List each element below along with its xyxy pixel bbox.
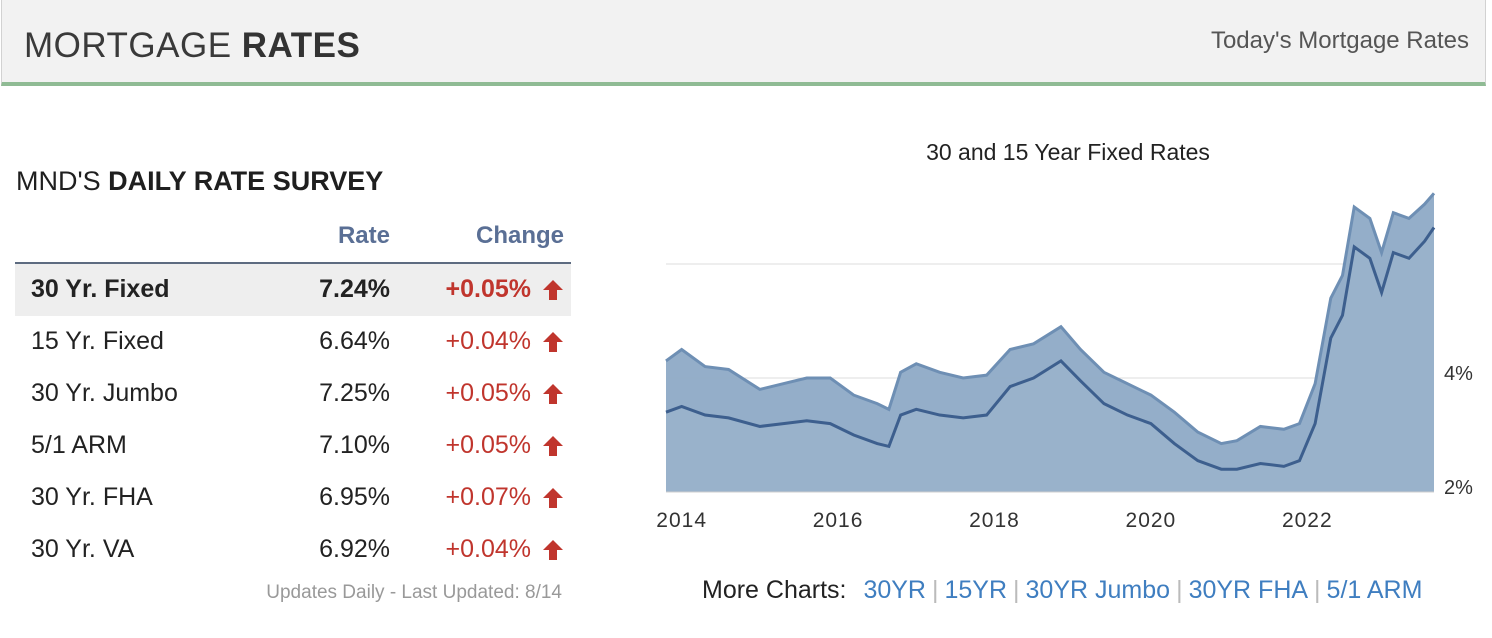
- x-tick-label: 2016: [813, 509, 864, 532]
- link-separator: |: [931, 576, 939, 604]
- chart-link-30yr-jumbo[interactable]: 30YR Jumbo: [1025, 576, 1171, 604]
- row-change: +0.04%: [445, 535, 532, 563]
- row-label: 30 Yr. FHA: [31, 483, 153, 511]
- row-change: +0.05%: [445, 275, 532, 303]
- rate-row-30yr-va[interactable]: 30 Yr. VA 6.92% +0.04%: [15, 524, 571, 576]
- last-updated-note: Updates Daily - Last Updated: 8/14: [266, 582, 562, 603]
- row-label: 5/1 ARM: [31, 431, 127, 459]
- row-label: 30 Yr. Jumbo: [31, 379, 178, 407]
- up-arrow-icon: [543, 488, 563, 508]
- more-charts-label: More Charts:: [702, 576, 847, 604]
- up-arrow-icon: [543, 332, 563, 352]
- x-tick-label: 2022: [1282, 509, 1333, 532]
- link-separator: |: [1176, 576, 1183, 604]
- row-rate: 6.92%: [319, 535, 390, 563]
- chart-link-30yr[interactable]: 30YR: [863, 576, 926, 604]
- chart-link-30yr-fha[interactable]: 30YR FHA: [1188, 576, 1309, 604]
- row-change: +0.04%: [445, 327, 532, 355]
- x-tick-label: 2020: [1126, 509, 1177, 532]
- row-rate: 7.10%: [319, 431, 390, 459]
- rate-column-header: Rate: [337, 222, 390, 249]
- y-tick-label: 4%: [1444, 363, 1473, 385]
- survey-title-bold: DAILY RATE SURVEY: [108, 166, 384, 196]
- chart-title: 30 and 15 Year Fixed Rates: [926, 139, 1210, 165]
- series-area-30yr: [666, 193, 1434, 493]
- row-rate: 7.24%: [319, 275, 390, 303]
- more-charts-nav: More Charts: 30YR | 15YR | 30YR Jumbo | 30YR F…: [702, 576, 1422, 605]
- survey-title-light: MND'S: [16, 166, 109, 196]
- change-column-header: Change: [475, 222, 564, 249]
- survey-title: MND'S DAILY RATE SURVEY: [16, 166, 383, 197]
- rate-row-15yr-fixed[interactable]: 15 Yr. Fixed 6.64% +0.04%: [15, 316, 571, 368]
- series-area-15yr: [666, 227, 1434, 492]
- page-title: MORTGAGE RATES: [24, 26, 360, 66]
- row-rate: 6.64%: [319, 327, 390, 355]
- chart-link-51-arm[interactable]: 5/1 ARM: [1326, 576, 1423, 604]
- row-label: 15 Yr. Fixed: [31, 327, 164, 355]
- row-rate: 7.25%: [319, 379, 390, 407]
- up-arrow-icon: [543, 540, 563, 560]
- y-tick-label: 2%: [1444, 477, 1473, 499]
- rate-row-30yr-fha[interactable]: 30 Yr. FHA 6.95% +0.07%: [15, 472, 571, 524]
- page-header: MORTGAGE RATES Today's Mortgage Rates: [1, 0, 1486, 86]
- link-separator: |: [1013, 576, 1020, 604]
- series-line-15yr: [665, 226, 1436, 471]
- series-line-30yr: [665, 192, 1436, 446]
- up-arrow-icon: [543, 384, 563, 404]
- rate-row-30yr-fixed[interactable]: 30 Yr. Fixed 7.24% +0.05%: [15, 264, 571, 316]
- x-tick-label: 2014: [656, 509, 707, 532]
- title-bold: RATES: [241, 26, 361, 65]
- x-tick-label: 2018: [969, 509, 1020, 532]
- chart-link-15yr[interactable]: 15YR: [944, 576, 1008, 604]
- up-arrow-icon: [543, 280, 563, 300]
- rate-history-chart[interactable]: 2014 2016 2018 2020 2022 2% 4%: [600, 180, 1480, 550]
- row-change: +0.05%: [445, 379, 532, 407]
- row-label: 30 Yr. Fixed: [31, 275, 170, 303]
- table-divider: [15, 262, 571, 264]
- rate-row-51-arm[interactable]: 5/1 ARM 7.10% +0.05%: [15, 420, 571, 472]
- row-label: 30 Yr. VA: [31, 535, 135, 563]
- link-separator: |: [1314, 576, 1321, 604]
- rate-row-30yr-jumbo[interactable]: 30 Yr. Jumbo 7.25% +0.05%: [15, 368, 571, 420]
- todays-mortgage-rates-link[interactable]: Today's Mortgage Rates: [1210, 27, 1469, 54]
- row-rate: 6.95%: [319, 483, 390, 511]
- row-change: +0.05%: [445, 431, 532, 459]
- title-light: MORTGAGE: [24, 26, 242, 65]
- up-arrow-icon: [543, 436, 563, 456]
- row-change: +0.07%: [445, 483, 532, 511]
